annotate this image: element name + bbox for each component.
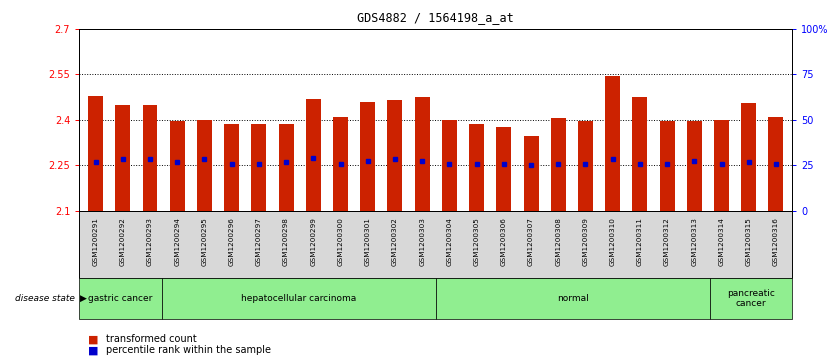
- Text: disease state: disease state: [15, 294, 75, 303]
- Text: hepatocellular carcinoma: hepatocellular carcinoma: [241, 294, 356, 303]
- Text: ■: ■: [88, 345, 98, 355]
- Text: normal: normal: [557, 294, 589, 303]
- Bar: [550, 118, 565, 211]
- Bar: [632, 97, 647, 211]
- Text: ▶: ▶: [80, 294, 87, 303]
- Bar: [414, 97, 430, 211]
- Bar: [360, 102, 375, 211]
- Bar: [605, 76, 620, 211]
- Text: GDS4882 / 1564198_a_at: GDS4882 / 1564198_a_at: [358, 11, 514, 24]
- Bar: [88, 95, 103, 211]
- Bar: [524, 136, 539, 211]
- Bar: [197, 120, 212, 211]
- Bar: [143, 105, 158, 211]
- Text: gastric cancer: gastric cancer: [88, 294, 153, 303]
- Bar: [714, 120, 729, 211]
- Bar: [578, 121, 593, 211]
- Text: transformed count: transformed count: [106, 334, 197, 344]
- Bar: [768, 117, 783, 211]
- Bar: [279, 125, 294, 211]
- Bar: [496, 127, 511, 211]
- Bar: [741, 103, 756, 211]
- Bar: [170, 121, 184, 211]
- Bar: [388, 100, 403, 211]
- Text: ■: ■: [88, 334, 98, 344]
- Bar: [306, 99, 321, 211]
- Bar: [469, 125, 484, 211]
- Text: pancreatic
cancer: pancreatic cancer: [727, 289, 775, 308]
- Text: percentile rank within the sample: percentile rank within the sample: [106, 345, 271, 355]
- Bar: [251, 125, 266, 211]
- Bar: [224, 125, 239, 211]
- Bar: [687, 121, 701, 211]
- Bar: [115, 105, 130, 211]
- Bar: [333, 117, 348, 211]
- Bar: [442, 120, 457, 211]
- Bar: [660, 121, 675, 211]
